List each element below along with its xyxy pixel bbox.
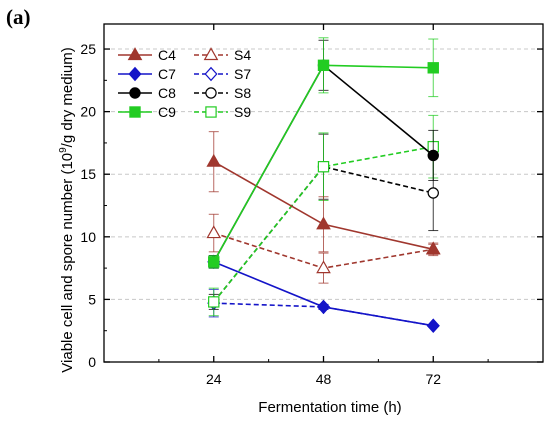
plot-area: 0 5 10 15 20 25 24 48 72 C4 C7 C8 C9 S4 S7 S8 S9 — [80, 23, 544, 387]
x-axis-label: Fermentation time (h) — [258, 399, 401, 416]
legend-marker — [129, 106, 141, 118]
data-point — [208, 296, 220, 308]
data-point — [208, 256, 220, 268]
data-point — [427, 149, 439, 162]
legend-marker — [128, 66, 142, 82]
data-point — [206, 225, 222, 239]
data-point — [427, 187, 439, 199]
legend-label: S9 — [234, 104, 251, 120]
legend-label: S4 — [234, 47, 251, 63]
legend-label: C8 — [158, 85, 176, 101]
data-point — [316, 299, 331, 315]
y-tick-label: 25 — [80, 41, 96, 57]
legend-label: S8 — [234, 85, 251, 101]
legend-marker — [127, 47, 143, 61]
y-tick-label: 10 — [80, 229, 96, 245]
data-point — [425, 241, 441, 255]
legend-label: C9 — [158, 104, 176, 120]
data-point — [316, 216, 331, 230]
y-tick-label: 20 — [80, 104, 96, 120]
legend-marker — [205, 106, 217, 118]
x-tick-label: 72 — [425, 371, 441, 387]
legend-label: C4 — [158, 47, 176, 63]
legend-label: S7 — [234, 66, 251, 82]
legend-marker — [129, 87, 141, 99]
y-tick-label: 5 — [88, 291, 96, 307]
data-point — [426, 318, 440, 333]
data-point — [427, 62, 439, 74]
series-line — [213, 145, 434, 303]
legend-marker — [204, 66, 218, 82]
y-tick-label: 0 — [88, 354, 96, 370]
data-point — [317, 161, 330, 173]
legend-label: C7 — [158, 66, 176, 82]
y-tick-label: 15 — [80, 166, 96, 182]
data-point — [317, 59, 330, 72]
legend-marker — [205, 87, 217, 99]
y-axis-label: Viable cell and spore number (109/g dry … — [58, 47, 76, 372]
data-point — [316, 260, 331, 274]
panel-label: (a) — [6, 5, 31, 29]
data-point — [206, 153, 222, 167]
legend-marker — [203, 47, 219, 61]
legend: C4 C7 C8 C9 S4 S7 S8 S9 — [118, 47, 251, 120]
x-tick-label: 24 — [206, 371, 222, 387]
x-tick-label: 48 — [316, 371, 332, 387]
